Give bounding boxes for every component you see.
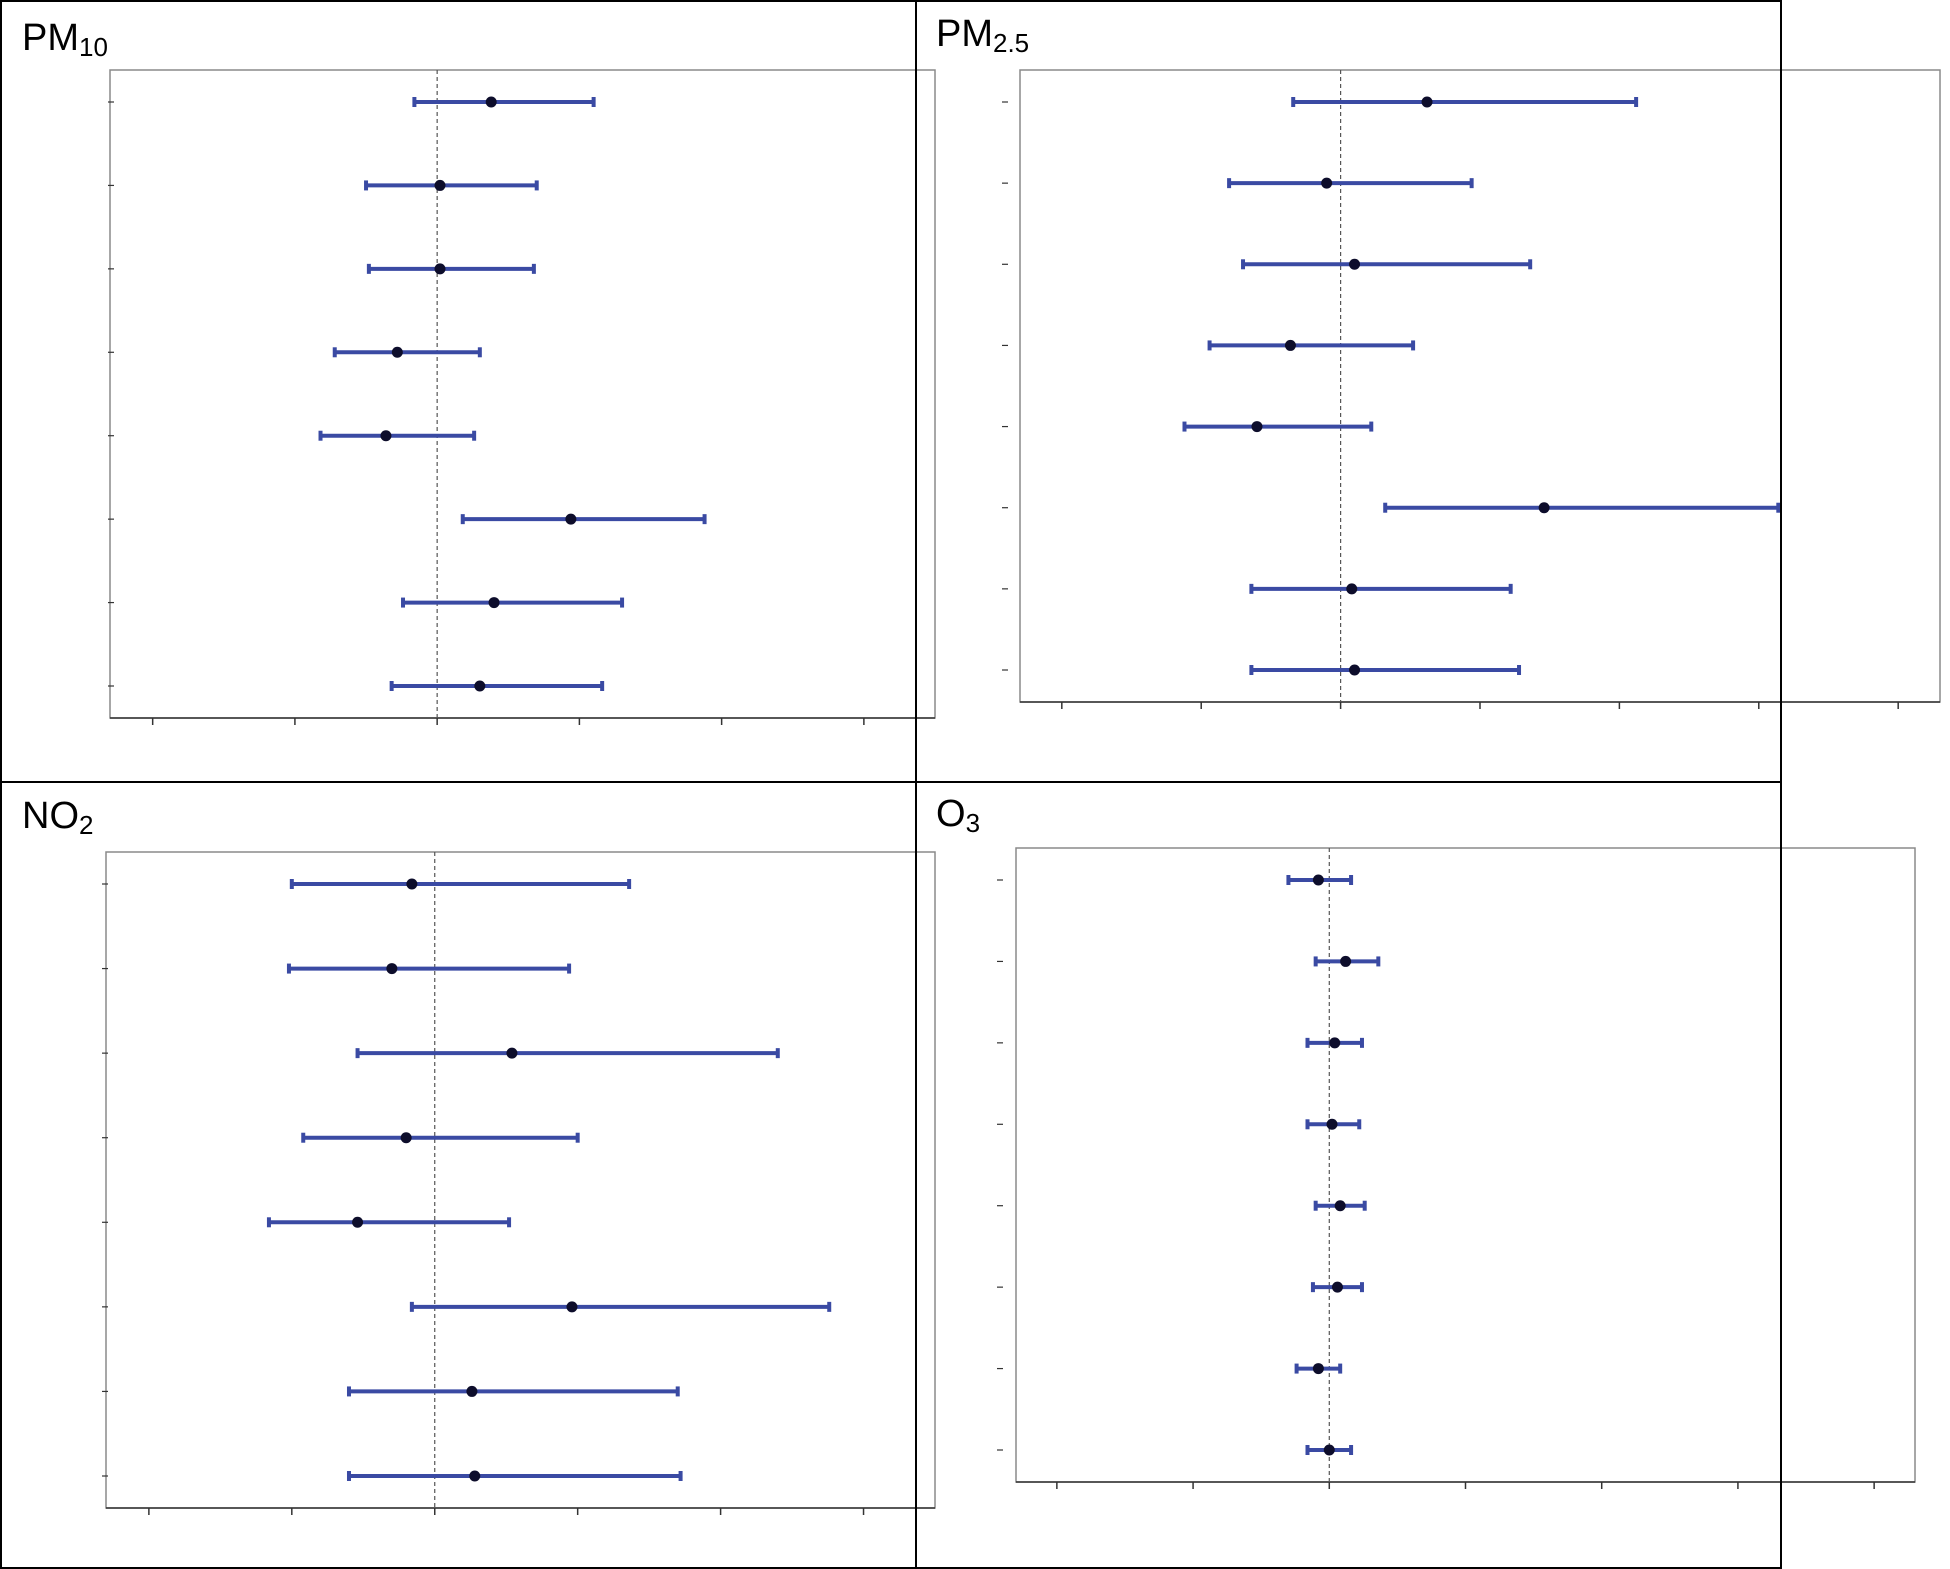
point-estimate <box>1349 664 1361 676</box>
point-estimate <box>406 878 418 890</box>
panel-label: PM2.5 <box>936 13 1029 58</box>
point-estimate <box>1331 1281 1343 1293</box>
point-estimate <box>434 263 446 275</box>
point-estimate <box>400 1132 412 1144</box>
panel-frame <box>0 0 917 783</box>
panel-label-main: NO <box>22 795 79 837</box>
point-estimate <box>1323 1444 1335 1456</box>
point-estimate <box>1312 874 1324 886</box>
panel-label: NO2 <box>22 795 93 840</box>
point-estimate <box>566 1301 578 1313</box>
point-estimate <box>466 1385 478 1397</box>
point-estimate <box>1321 177 1333 189</box>
panel-label-subscript: 2 <box>79 810 93 840</box>
point-estimate <box>1538 502 1550 514</box>
point-estimate <box>488 597 500 609</box>
plot-area <box>1019 69 1941 703</box>
panel-1: PM10 <box>0 0 936 783</box>
point-estimate <box>1421 96 1433 108</box>
plot-area <box>109 69 936 719</box>
point-estimate <box>1340 955 1352 967</box>
point-estimate <box>380 430 392 442</box>
point-estimate <box>485 96 497 108</box>
panel-3: NO2 <box>0 781 936 1569</box>
point-estimate <box>469 1470 481 1482</box>
panel-frame <box>915 0 1782 783</box>
point-estimate <box>474 680 486 692</box>
panel-label: PM10 <box>22 17 108 62</box>
point-estimate <box>1329 1037 1341 1049</box>
point-estimate <box>386 963 398 975</box>
point-estimate <box>1312 1363 1324 1375</box>
panel-4: O3 <box>915 781 1916 1569</box>
panel-label-main: O <box>936 793 966 835</box>
point-estimate <box>1346 583 1358 595</box>
point-estimate <box>1326 1118 1338 1130</box>
panel-frame <box>0 781 917 1569</box>
point-estimate <box>434 179 446 191</box>
point-estimate <box>506 1047 518 1059</box>
point-estimate <box>1349 258 1361 270</box>
panel-label-subscript: 2.5 <box>993 28 1029 58</box>
point-estimate <box>352 1216 364 1228</box>
panel-label-main: PM <box>22 17 79 59</box>
point-estimate <box>1251 421 1263 433</box>
panel-frame <box>915 781 1782 1569</box>
point-estimate <box>1284 339 1296 351</box>
panel-label: O3 <box>936 793 980 838</box>
panel-label-subscript: 3 <box>966 808 980 838</box>
panel-label-subscript: 10 <box>79 32 108 62</box>
panel-label-main: PM <box>936 13 993 55</box>
point-estimate <box>1334 1200 1346 1212</box>
panel-2: PM2.5 <box>915 0 1941 783</box>
plot-area <box>105 851 936 1509</box>
point-estimate <box>391 346 403 358</box>
point-estimate <box>565 513 577 525</box>
